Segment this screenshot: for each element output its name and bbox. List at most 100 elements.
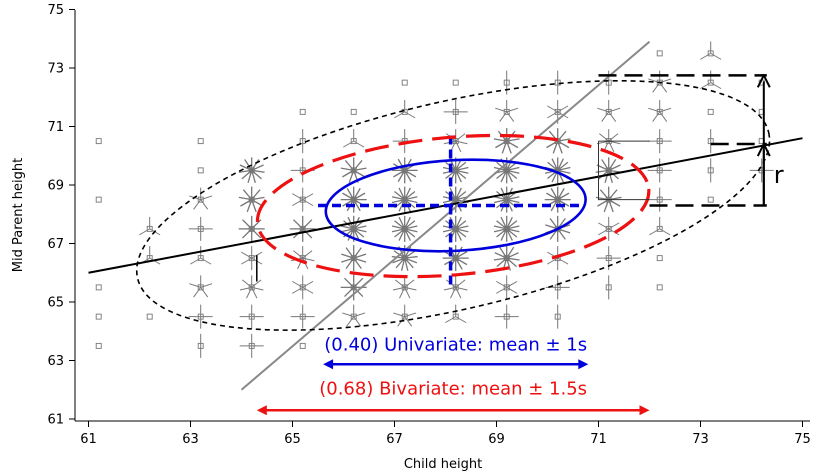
sunflower-petal [404, 312, 417, 318]
tangent-arrowhead [756, 74, 771, 88]
sunflower-petal [506, 216, 513, 230]
y-tick-label: 73 [47, 62, 64, 77]
sunflower-petal [506, 228, 518, 238]
sunflower-petal [455, 169, 469, 174]
sunflower-petal [344, 277, 355, 288]
sunflower-petal [341, 253, 354, 259]
sunflower-petal [353, 159, 363, 171]
sunflower-petal [445, 228, 457, 238]
sunflower-petal [344, 286, 355, 298]
sunflower-petal [353, 257, 367, 263]
sunflower-petal [506, 140, 512, 154]
sunflower-petal [404, 257, 418, 264]
sunflower [340, 157, 367, 183]
sunflower [707, 158, 714, 183]
sunflower-petal [404, 228, 418, 233]
sunflower-petal [345, 247, 355, 259]
sunflower-petal [496, 286, 507, 294]
sunflower-petal [506, 257, 520, 261]
sunflower-petal [493, 225, 507, 230]
sunflower [493, 245, 520, 271]
sunflower [442, 245, 469, 272]
sunflower-petal [659, 82, 668, 93]
sunflower-petal [557, 140, 563, 154]
sunflower-petal [302, 250, 313, 259]
sunflower-petal [353, 228, 367, 233]
sunflower [595, 157, 622, 184]
sunflower-petal [455, 316, 467, 324]
sunflower-petal [353, 188, 361, 200]
sunflower-petal [608, 222, 620, 230]
sunflower-petal [251, 279, 262, 288]
x-tick-label: 69 [488, 432, 505, 447]
data-point [299, 342, 306, 349]
sunflower-petal [493, 257, 507, 261]
sunflower-petal [391, 255, 405, 259]
sunflower-petal [445, 316, 456, 324]
sunflower-petal [595, 169, 609, 173]
sunflower-petal [506, 257, 511, 271]
sunflower-petal [506, 280, 518, 288]
sunflower-petal [251, 251, 263, 259]
sunflower-petal [190, 257, 201, 265]
sunflower-petal [292, 286, 303, 294]
sunflower [189, 275, 213, 298]
sunflower-petal [251, 164, 264, 171]
sunflower-petal [346, 188, 355, 200]
sunflower-petal [550, 188, 559, 200]
sunflower-petal [395, 279, 406, 288]
sunflower [299, 129, 306, 154]
sunflower [547, 99, 569, 124]
sunflower-petal [241, 251, 252, 259]
sunflower [341, 245, 367, 272]
sunflower-petal [442, 198, 456, 204]
univariate-label: (0.40) Univariate: mean ± 1s [324, 334, 587, 355]
data-point [299, 108, 306, 115]
sunflower-petal [608, 164, 621, 171]
sunflower-petal [455, 133, 466, 142]
sunflower-petal [293, 219, 304, 230]
sunflower-petal [455, 161, 467, 171]
sunflower-petal [608, 228, 620, 236]
sunflower-petal [353, 286, 364, 298]
sunflower-petal [393, 312, 405, 318]
sunflower-petal [546, 192, 559, 201]
sunflower-petal [493, 196, 507, 201]
sunflower-petal [597, 107, 609, 113]
sunflower-petal [496, 169, 508, 179]
sunflower [700, 70, 722, 90]
y-ticks: 61 63 65 67 69 71 73 75 [47, 3, 75, 428]
sunflower-petal [549, 217, 559, 230]
sunflower-petal [404, 257, 409, 271]
sunflower-petal [493, 198, 507, 204]
sunflower-points [95, 41, 774, 358]
sunflower [495, 99, 519, 122]
sunflower-petal [506, 166, 520, 172]
sunflower-petal [455, 166, 469, 172]
sunflower-petal [393, 169, 406, 178]
sunflower-petal [557, 105, 569, 113]
sunflower-petal [700, 52, 711, 60]
data-point [707, 108, 714, 115]
sunflower-petal [251, 286, 264, 291]
sunflower-petal [238, 169, 252, 173]
sunflower-petal [404, 286, 417, 291]
sunflower-petal [499, 111, 508, 122]
sunflower-petal [608, 133, 619, 142]
sunflower [547, 246, 569, 271]
sunflower-petal [193, 287, 202, 298]
sunflower-petal [404, 191, 416, 201]
sunflower-petal [302, 193, 314, 201]
sunflower-petal [455, 140, 462, 153]
sunflower [442, 215, 469, 242]
sunflower [343, 129, 365, 148]
sunflower-petal [139, 228, 150, 236]
x-tick-label: 73 [692, 432, 709, 447]
data-point [401, 79, 408, 86]
sunflower-petal [341, 257, 354, 263]
univariate-arrow-left-head [323, 359, 334, 370]
sunflower-petal [343, 140, 354, 148]
sunflower-petal [404, 220, 416, 230]
sunflower-petal [608, 107, 621, 113]
univariate-ellipse [324, 158, 587, 253]
